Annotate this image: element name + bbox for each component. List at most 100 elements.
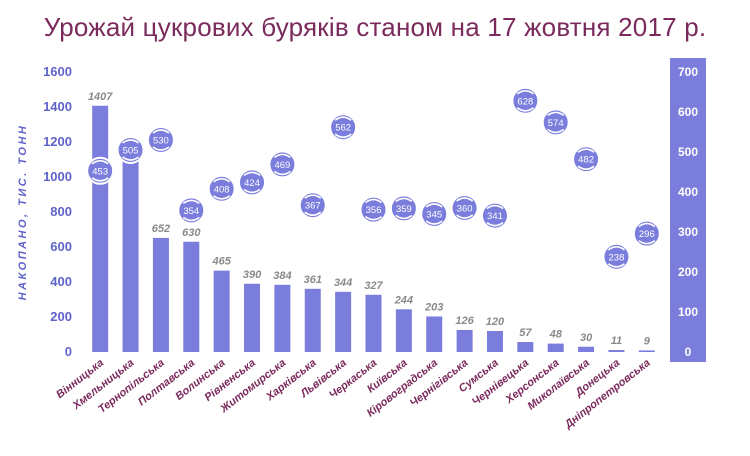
y-left-tick-label: 0 — [65, 344, 72, 359]
bar-value-label: 244 — [394, 294, 413, 306]
yield-point-arc-top — [91, 160, 109, 165]
yield-point-arc-top — [516, 90, 534, 95]
bar-value-label: 120 — [486, 316, 505, 328]
bar-value-label: 126 — [455, 315, 474, 327]
yield-value-label: 367 — [305, 201, 321, 212]
yield-value-label: 424 — [244, 178, 260, 189]
yield-value-label: 530 — [153, 136, 169, 147]
yield-point-arc-top — [334, 116, 352, 121]
yield-point-arc-bottom — [425, 220, 443, 225]
yield-point-arc-top — [273, 153, 291, 159]
right-axis-band — [670, 58, 706, 362]
bar — [213, 270, 230, 352]
yield-point-arc-bottom — [516, 107, 534, 112]
yield-point-arc-top — [182, 199, 200, 205]
bar — [456, 329, 473, 352]
bar — [335, 291, 352, 352]
yield-value-label: 345 — [426, 210, 442, 221]
yield-point — [511, 86, 540, 115]
yield-point-arc-top — [152, 129, 170, 134]
yield-point-arc-bottom — [213, 195, 231, 200]
yield-value-label: 354 — [183, 206, 199, 217]
yield-value-label: 453 — [92, 166, 108, 177]
yield-point-arc-bottom — [243, 188, 261, 194]
yield-point — [268, 150, 297, 179]
bar-value-label: 9 — [644, 335, 651, 347]
yield-point-arc-top — [547, 111, 565, 117]
yield-value-label: 505 — [123, 146, 139, 157]
bar-value-label: 1407 — [88, 91, 113, 103]
bar-value-label: 11 — [611, 335, 622, 347]
bar-value-label: 390 — [243, 269, 262, 281]
bar — [608, 350, 625, 352]
bar — [92, 105, 109, 353]
yield-value-label: 356 — [366, 205, 382, 216]
yield-point-arc-bottom — [638, 239, 656, 245]
yield-value-label: 562 — [335, 123, 351, 134]
bar — [426, 316, 443, 352]
yield-value-label: 628 — [517, 96, 533, 107]
bar — [517, 342, 534, 352]
y-left-tick-label: 1400 — [43, 99, 72, 114]
bar — [578, 346, 595, 352]
yield-point — [86, 156, 115, 185]
y-right-tick-label: 200 — [678, 265, 698, 279]
yield-point-arc-bottom — [456, 214, 474, 219]
y-right-axis-title: УРОЖАЙНІСТЬ, Ц/ГА — [713, 124, 726, 280]
yield-point — [116, 136, 145, 164]
yield-point — [480, 201, 509, 230]
yield-point — [207, 174, 236, 203]
y-right-tick-label: 0 — [685, 345, 692, 359]
y-left-tick-label: 200 — [50, 309, 72, 324]
yield-point — [572, 145, 601, 174]
bar-value-label: 327 — [364, 280, 383, 292]
yield-point-arc-bottom — [334, 133, 352, 138]
yield-point-arc-bottom — [122, 156, 140, 161]
yield-point — [298, 191, 327, 220]
bar-value-label: 30 — [580, 332, 593, 344]
yield-value-label: 238 — [609, 252, 625, 263]
y-left-axis-title: НАКОПАНО, ТИС. ТОНН — [17, 124, 29, 301]
yield-point-arc-top — [607, 246, 625, 251]
yield-point-arc-top — [243, 171, 261, 177]
yield-point — [329, 113, 358, 142]
bar-value-label: 361 — [304, 274, 322, 286]
bar-value-label: 57 — [519, 327, 532, 339]
yield-point — [450, 194, 479, 222]
yield-point-arc-top — [456, 197, 474, 202]
bar — [365, 294, 382, 352]
bar-value-label: 48 — [549, 329, 563, 341]
yield-point — [177, 196, 206, 225]
y-right-tick-label: 300 — [678, 225, 698, 239]
yield-point-arc-bottom — [273, 170, 291, 176]
yield-point-arc-bottom — [182, 216, 200, 222]
yield-point — [420, 200, 449, 228]
yield-point-arc-top — [577, 148, 595, 153]
yield-point — [389, 194, 418, 223]
bar-value-label: 344 — [334, 277, 352, 289]
y-left-tick-label: 800 — [50, 204, 72, 219]
yield-value-label: 408 — [214, 184, 230, 195]
yield-value-label: 482 — [578, 155, 594, 166]
yield-point — [359, 195, 388, 224]
y-right-tick-label: 500 — [678, 145, 698, 159]
bar — [274, 284, 291, 352]
yield-value-label: 574 — [548, 118, 564, 129]
yield-point — [602, 242, 631, 271]
yield-point-arc-top — [638, 222, 656, 228]
yield-value-label: 360 — [457, 204, 473, 215]
bar — [547, 343, 564, 352]
yield-point — [632, 219, 661, 248]
bar-value-label: 630 — [182, 227, 201, 239]
y-right-tick-label: 600 — [678, 105, 698, 119]
bar-value-label: 384 — [273, 270, 291, 282]
yield-point — [541, 108, 570, 137]
yield-point-arc-bottom — [365, 215, 382, 221]
y-right-tick-label: 700 — [678, 65, 698, 79]
yield-point-arc-bottom — [152, 146, 170, 151]
yield-point-arc-bottom — [304, 211, 322, 216]
bar — [183, 241, 200, 352]
bar — [304, 288, 321, 352]
yield-point-arc-top — [486, 204, 504, 210]
